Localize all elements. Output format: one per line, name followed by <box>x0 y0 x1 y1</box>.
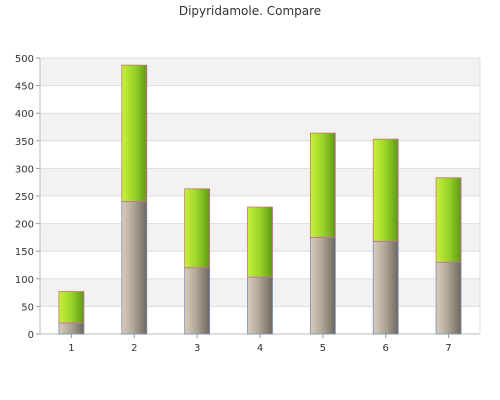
bar-segment-upper-7 <box>435 177 462 263</box>
chart-title: Dipyridamole. Compare <box>178 4 322 18</box>
x-tick-label: 4 <box>257 343 263 354</box>
bar-segment-upper-4 <box>247 206 273 278</box>
y-tick-labels: 0 50 100 150 200 250 300 350 400 450 500 <box>15 54 34 341</box>
x-tick-label: 6 <box>383 343 389 354</box>
bar-segment-upper-5 <box>309 132 336 238</box>
bar-segment-lower-3 <box>184 267 211 335</box>
y-tick-label: 250 <box>15 192 34 203</box>
x-tick-label: 2 <box>131 343 137 354</box>
bar-segment-lower-7 <box>435 261 462 335</box>
x-tick-label: 5 <box>320 343 326 354</box>
y-tick-label: 50 <box>21 302 34 313</box>
y-tick-label: 0 <box>28 330 34 341</box>
plot-band <box>40 113 480 141</box>
plot-bands <box>40 58 480 307</box>
bar-segment-lower-6 <box>372 240 399 335</box>
bars <box>58 64 462 335</box>
plot-band <box>40 58 480 86</box>
x-tick-label: 7 <box>445 343 451 354</box>
bar-segment-lower-5 <box>309 236 336 335</box>
y-tick-label: 100 <box>15 275 34 286</box>
x-tick-label: 1 <box>68 343 74 354</box>
y-tick-label: 500 <box>15 54 34 65</box>
y-tick-label: 150 <box>15 247 34 258</box>
x-tick-label: 3 <box>194 343 200 354</box>
bar-segment-upper-2 <box>121 64 148 202</box>
x-tick-labels: 1 2 3 4 5 6 7 <box>68 343 452 354</box>
bar-segment-upper-1 <box>58 291 85 324</box>
bar-segment-upper-6 <box>372 138 399 242</box>
y-tick-label: 400 <box>15 109 34 120</box>
y-tick-label: 200 <box>15 220 34 231</box>
bar-segment-upper-3 <box>184 188 211 269</box>
bar-segment-lower-4 <box>247 276 273 335</box>
bar-segment-lower-2 <box>121 201 148 335</box>
bar-segment-lower-1 <box>58 322 85 335</box>
y-tick-label: 350 <box>15 137 34 148</box>
y-tick-label: 450 <box>15 82 34 93</box>
plot-band <box>40 168 480 196</box>
y-tick-label: 300 <box>15 164 34 175</box>
